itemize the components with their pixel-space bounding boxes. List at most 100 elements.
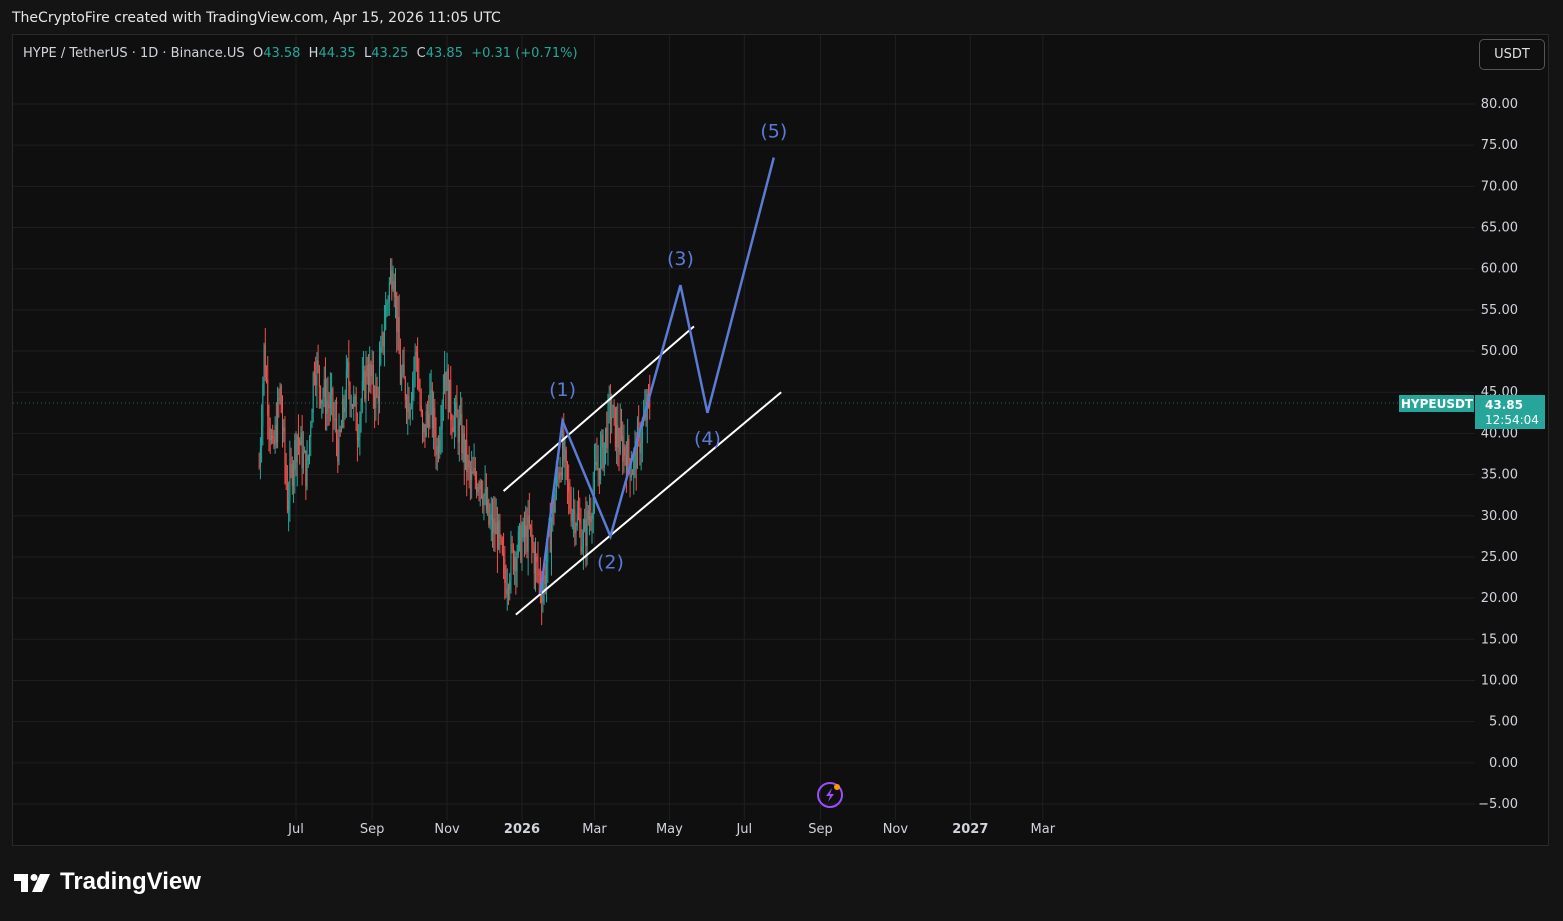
candlestick-series bbox=[258, 258, 651, 626]
candle-body bbox=[597, 468, 599, 471]
candle-body bbox=[355, 396, 357, 431]
candle-body bbox=[429, 392, 431, 428]
candle bbox=[522, 517, 524, 542]
candle bbox=[349, 381, 351, 418]
candle-body bbox=[315, 375, 317, 386]
candle bbox=[504, 545, 506, 600]
candle-body bbox=[312, 373, 314, 413]
candle-body bbox=[606, 428, 608, 448]
chart-panel[interactable]: (1) (2) (3) (4) (5) 80.00 75.00 70.00 65.00 60.0… bbox=[12, 34, 1549, 846]
candle-body bbox=[334, 418, 336, 421]
time-tick-label: 2027 bbox=[952, 822, 988, 837]
candle bbox=[489, 503, 491, 530]
candle bbox=[468, 445, 470, 489]
candle-body bbox=[413, 369, 415, 380]
candle-body bbox=[370, 363, 372, 377]
candle-body bbox=[295, 440, 297, 462]
candle-body bbox=[283, 427, 285, 432]
candle-body bbox=[463, 433, 465, 463]
candle bbox=[461, 397, 463, 461]
candle bbox=[571, 508, 573, 530]
candle bbox=[624, 444, 626, 466]
candle-body bbox=[581, 546, 583, 552]
candle-body bbox=[364, 370, 366, 399]
candle bbox=[281, 395, 283, 448]
candle-body bbox=[468, 459, 470, 469]
candle bbox=[301, 415, 303, 486]
candle-body bbox=[482, 494, 484, 506]
lightning-icon[interactable] bbox=[817, 782, 843, 808]
candle-body bbox=[329, 394, 331, 409]
candle-body bbox=[514, 557, 516, 571]
candle-body bbox=[390, 270, 392, 283]
candle-body bbox=[434, 408, 436, 437]
candle-body bbox=[424, 424, 426, 437]
tradingview-logo[interactable]: TradingView bbox=[14, 868, 201, 896]
candle bbox=[476, 471, 478, 499]
candle bbox=[490, 496, 492, 542]
candle-body bbox=[420, 405, 422, 412]
candle bbox=[510, 530, 512, 594]
candle bbox=[348, 340, 350, 400]
candle-body bbox=[633, 454, 635, 475]
candle-body bbox=[333, 418, 335, 421]
candle-body bbox=[560, 472, 562, 476]
candle bbox=[446, 352, 448, 392]
candle bbox=[575, 522, 577, 546]
candle bbox=[431, 382, 433, 438]
candle-body bbox=[648, 393, 650, 396]
time-tick-label: Jul bbox=[287, 822, 304, 837]
currency-button[interactable]: USDT bbox=[1479, 39, 1545, 70]
candle bbox=[495, 498, 497, 535]
candle-body bbox=[542, 593, 544, 603]
candle-body bbox=[593, 464, 595, 492]
price-tick-label: 55.00 bbox=[1481, 303, 1518, 318]
candle bbox=[318, 364, 320, 409]
candle-body bbox=[323, 379, 325, 397]
candle bbox=[275, 402, 277, 449]
candle-body bbox=[478, 487, 480, 490]
price-axis: 80.0075.0070.0065.0060.0055.0050.0045.00… bbox=[1478, 97, 1518, 812]
candle bbox=[337, 429, 339, 474]
candle-body bbox=[403, 364, 405, 379]
candle-body bbox=[311, 412, 313, 429]
candle-body bbox=[451, 419, 453, 428]
candle-body bbox=[521, 537, 523, 561]
symbol-legend[interactable]: HYPE / TetherUS · 1D · Binance.US O43.58… bbox=[23, 46, 578, 61]
candle bbox=[566, 460, 568, 505]
price-chart[interactable]: (1) (2) (3) (4) (5) 80.00 75.00 70.00 65.00 60.0… bbox=[13, 35, 1549, 846]
candle bbox=[550, 516, 552, 576]
candle bbox=[499, 513, 501, 554]
candle-body bbox=[380, 346, 382, 365]
candle bbox=[280, 383, 282, 414]
candle-body bbox=[630, 474, 632, 478]
candle-body bbox=[407, 395, 409, 412]
candle-body bbox=[337, 438, 339, 462]
candle-body bbox=[299, 440, 301, 445]
time-tick-label: Mar bbox=[582, 822, 607, 837]
candle bbox=[521, 521, 523, 571]
high-value: 44.35 bbox=[318, 46, 356, 61]
open-value: 43.58 bbox=[263, 46, 301, 61]
candle-body bbox=[546, 562, 548, 585]
candle-body bbox=[436, 446, 438, 456]
candle-body bbox=[391, 270, 393, 290]
candle-body bbox=[457, 417, 459, 443]
candle bbox=[263, 342, 265, 396]
candle bbox=[418, 357, 420, 392]
candle-body bbox=[328, 404, 330, 409]
candle bbox=[286, 465, 288, 514]
candle bbox=[462, 425, 464, 463]
candle bbox=[480, 479, 482, 499]
candle bbox=[579, 497, 581, 538]
candle bbox=[525, 505, 527, 555]
candle-body bbox=[511, 544, 513, 547]
candle bbox=[338, 413, 340, 466]
candle bbox=[370, 360, 372, 394]
tradingview-logo-icon bbox=[14, 874, 50, 892]
candle-body bbox=[339, 429, 341, 433]
candle bbox=[312, 371, 314, 423]
candle bbox=[350, 394, 352, 418]
candle bbox=[609, 384, 611, 444]
candle bbox=[293, 460, 295, 503]
